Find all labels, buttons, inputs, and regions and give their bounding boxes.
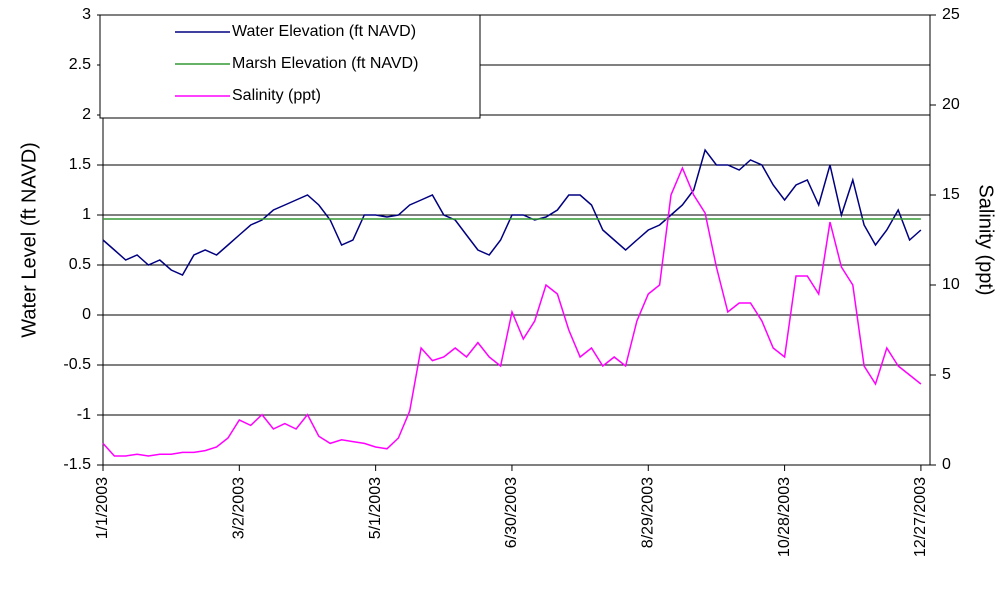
- x-tick-label: 12/27/2003: [912, 477, 929, 557]
- y-axis-title: Water Level (ft NAVD): [18, 142, 40, 338]
- y-tick-label: 2: [82, 106, 91, 123]
- y2-axis-title: Salinity (ppt): [975, 184, 997, 295]
- y2-tick-label: 10: [942, 276, 960, 293]
- x-tick-label: 10/28/2003: [776, 477, 793, 557]
- y-tick-label: 0.5: [69, 256, 91, 273]
- y-tick-label: -0.5: [63, 356, 91, 373]
- x-tick-label: 5/1/2003: [367, 477, 384, 539]
- y-tick-label: -1: [77, 406, 91, 423]
- x-tick-label: 6/30/2003: [503, 477, 520, 548]
- y2-tick-label: 25: [942, 6, 960, 23]
- y-tick-label: -1.5: [63, 456, 91, 473]
- series-line: [102, 148, 922, 276]
- y2-tick-label: 15: [942, 186, 960, 203]
- legend-label: Water Elevation (ft NAVD): [232, 23, 416, 40]
- legend-label: Salinity (ppt): [232, 87, 321, 104]
- y2-tick-label: 20: [942, 96, 960, 113]
- legend-label: Marsh Elevation (ft NAVD): [232, 55, 418, 72]
- y-tick-label: 1: [82, 206, 91, 223]
- y2-tick-label: 0: [942, 456, 951, 473]
- y-tick-label: 0: [82, 306, 91, 323]
- y2-tick-label: 5: [942, 366, 951, 383]
- series-line: [102, 166, 922, 457]
- x-tick-label: 3/2/2003: [231, 477, 248, 539]
- y-tick-label: 1.5: [69, 156, 91, 173]
- y-tick-label: 3: [82, 6, 91, 23]
- y-tick-label: 2.5: [69, 56, 91, 73]
- x-tick-label: 1/1/2003: [94, 477, 111, 539]
- legend-box: [99, 14, 481, 119]
- x-tick-label: 8/29/2003: [639, 477, 656, 548]
